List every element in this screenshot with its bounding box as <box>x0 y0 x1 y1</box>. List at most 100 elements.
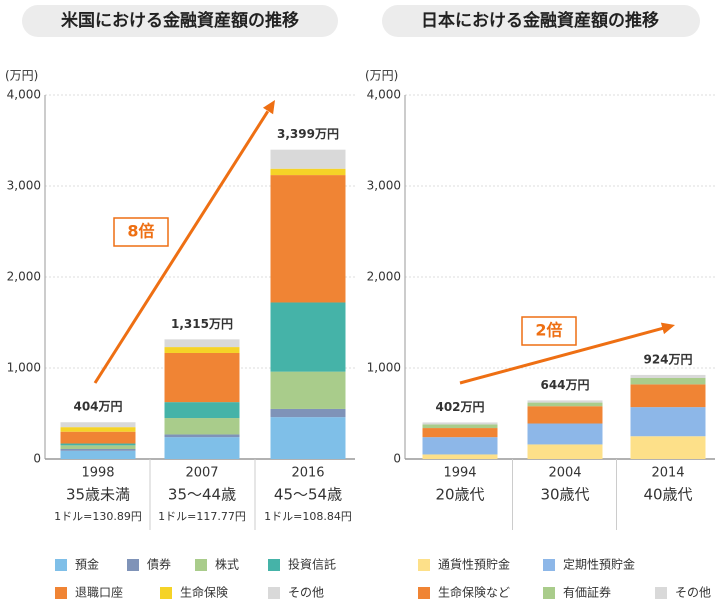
bar-segment <box>270 168 346 176</box>
y-axis-label: (万円) <box>365 69 398 83</box>
legend-label: 有価証券 <box>563 585 611 600</box>
total-label: 924万円 <box>643 352 692 366</box>
bar-segment <box>422 437 498 455</box>
total-label: 644万円 <box>540 378 589 392</box>
annotation: 2倍 <box>535 321 562 340</box>
y-tick-label: 3,000 <box>7 179 41 193</box>
bar-segment <box>164 347 240 353</box>
bar-segment <box>60 422 136 428</box>
age-label: 35〜44歳 <box>168 486 236 504</box>
legend-label: 預金 <box>75 557 99 572</box>
rate-label: 1ドル=130.89円 <box>54 510 142 523</box>
age-label: 20歳代 <box>435 486 484 504</box>
legend-label: 通貨性預貯金 <box>438 557 510 572</box>
bar-segment <box>422 422 498 425</box>
bar-segment <box>60 448 136 451</box>
x-tick-label: 2014 <box>651 466 684 481</box>
title-pill <box>22 5 338 37</box>
y-tick-label: 2,000 <box>7 270 41 284</box>
legend-swatch <box>543 587 555 599</box>
total-label: 1,315万円 <box>171 317 233 331</box>
bar-segment <box>630 374 706 379</box>
legend-swatch <box>543 559 555 571</box>
bar-segment <box>270 175 346 303</box>
legend-label: 債券 <box>147 557 171 572</box>
y-tick-label: 0 <box>393 452 401 466</box>
legend-swatch <box>160 587 172 599</box>
legend-swatch <box>418 559 430 571</box>
bar-segment <box>527 402 603 407</box>
x-tick-label: 2007 <box>185 466 218 481</box>
rate-label: 1ドル=108.84円 <box>264 510 352 523</box>
arrow-head <box>262 100 275 115</box>
total-label: 3,399万円 <box>277 127 339 141</box>
bar-segment <box>60 443 136 446</box>
bar-segment <box>630 436 706 459</box>
bar-segment <box>270 371 346 409</box>
legend-swatch <box>55 587 67 599</box>
legend-swatch <box>268 587 280 599</box>
legend-label: 生命保険 <box>180 585 228 600</box>
legend-label: 株式 <box>215 557 239 572</box>
y-tick-label: 4,000 <box>7 88 41 102</box>
bar-segment <box>164 339 240 348</box>
bar-segment <box>164 352 240 403</box>
title-pill <box>382 5 700 37</box>
y-tick-label: 3,000 <box>367 179 401 193</box>
arrow-head <box>660 322 675 335</box>
bar-segment <box>60 431 136 444</box>
x-tick-label: 2004 <box>548 466 581 481</box>
legend-swatch <box>55 559 67 571</box>
bar-segment <box>422 428 498 438</box>
legend-label: その他 <box>288 586 324 600</box>
legend-swatch <box>195 559 207 571</box>
bar-segment <box>60 450 136 459</box>
chart-title: 米国における金融資産額の推移 <box>61 10 299 31</box>
y-tick-label: 1,000 <box>7 361 41 375</box>
bar-segment <box>60 427 136 432</box>
bar-segment <box>270 302 346 372</box>
bar-segment <box>164 434 240 438</box>
legend-swatch <box>655 587 667 599</box>
bar-segment <box>527 400 603 403</box>
bar-segment <box>164 402 240 419</box>
y-tick-label: 0 <box>33 452 41 466</box>
age-label: 45〜54歳 <box>274 486 342 504</box>
bar-segment <box>60 445 136 449</box>
total-label: 404万円 <box>73 400 122 414</box>
legend-label: 生命保険など <box>438 585 510 600</box>
bar-segment <box>527 423 603 445</box>
y-tick-label: 1,000 <box>367 361 401 375</box>
legend-label: その他 <box>675 586 711 600</box>
annotation-box <box>521 316 577 346</box>
age-label: 40歳代 <box>643 486 692 504</box>
x-tick-label: 2016 <box>291 466 324 481</box>
legend-label: 退職口座 <box>75 585 123 600</box>
legend-swatch <box>127 559 139 571</box>
bar-segment <box>630 407 706 437</box>
bar-segment <box>270 417 346 459</box>
legend-label: 定期性預貯金 <box>563 557 635 572</box>
bar-segment <box>527 406 603 424</box>
bar-segment <box>422 454 498 459</box>
growth-arrow <box>93 110 270 384</box>
bar-segment <box>422 424 498 429</box>
annotation-box <box>113 217 169 247</box>
bar-segment <box>270 149 346 169</box>
bar-segment <box>164 437 240 459</box>
bar-segment <box>630 378 706 385</box>
rate-label: 1ドル=117.77円 <box>158 510 246 523</box>
growth-arrow <box>459 325 667 385</box>
chart-title: 日本における金融資産額の推移 <box>421 10 659 31</box>
legend-swatch <box>268 559 280 571</box>
y-tick-label: 4,000 <box>367 88 401 102</box>
bar-segment <box>527 444 603 459</box>
bar-segment <box>270 408 346 418</box>
annotation: 8倍 <box>127 222 154 241</box>
legend-swatch <box>418 587 430 599</box>
total-label: 402万円 <box>435 400 484 414</box>
y-axis-label: (万円) <box>5 69 38 83</box>
age-label: 30歳代 <box>540 486 589 504</box>
age-label: 35歳未満 <box>66 486 130 504</box>
